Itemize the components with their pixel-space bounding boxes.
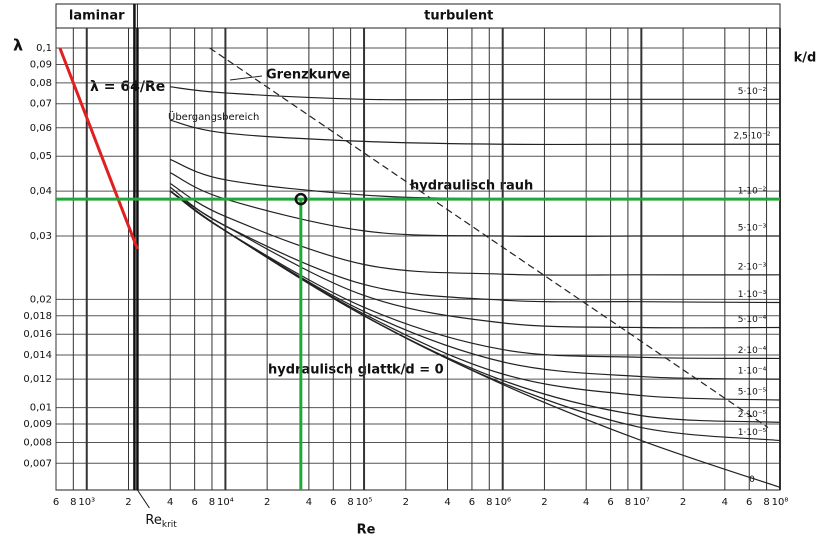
annotation: k/d = 0 <box>392 363 444 378</box>
regime-label: laminar <box>69 9 125 24</box>
critical-re-sub: krit <box>162 520 177 530</box>
x-tick-label: 4 <box>167 497 173 508</box>
curve-label: 0 <box>749 475 755 485</box>
y-tick-label: 0,012 <box>23 374 52 385</box>
x-tick-label: 6 <box>330 497 336 508</box>
curve-label: 2·10⁻⁵ <box>738 410 767 420</box>
curve <box>170 86 780 101</box>
y-tick-label: 0,008 <box>23 437 52 448</box>
curve-label: 1·10⁻⁴ <box>738 367 767 377</box>
x-tick-label: 2 <box>125 497 131 508</box>
x-tick-label: 6 <box>746 497 752 508</box>
x-tick-label: 8 <box>625 497 631 508</box>
annotation: Übergangsbereich <box>168 110 259 123</box>
y-tick-label: 0,018 <box>23 311 52 322</box>
y-tick-label: 0,09 <box>30 59 52 70</box>
x-tick-label: 8 <box>70 497 76 508</box>
critical-re-pointer <box>137 489 150 509</box>
curve-label: 5·10⁻² <box>738 87 767 97</box>
x-tick-label: 10³ <box>78 497 95 508</box>
x-tick-label: 4 <box>722 497 728 508</box>
y-tick-label: 0,01 <box>30 403 52 414</box>
curve <box>169 182 781 276</box>
x-tick-label: 6 <box>53 497 59 508</box>
right-axis-label: k/d <box>794 51 817 66</box>
regime-header <box>55 3 781 29</box>
y-tick-label: 0,06 <box>30 123 52 134</box>
curve <box>209 47 769 429</box>
x-tick-label: 2 <box>541 497 547 508</box>
x-tick-label: 4 <box>583 497 589 508</box>
x-tick-label: 6 <box>469 497 475 508</box>
y-tick-label: 0,07 <box>30 99 52 110</box>
x-tick-label: 10⁶ <box>494 497 511 508</box>
x-tick-label: 2 <box>264 497 270 508</box>
annotation: hydraulisch glatt <box>268 363 393 378</box>
y-tick-label: 0,1 <box>36 43 52 54</box>
x-tick-label: 10⁵ <box>356 497 373 508</box>
x-tick-label: 10⁸ <box>772 497 789 508</box>
curve <box>169 190 781 488</box>
curve-label: 1·10⁻² <box>738 187 767 197</box>
regime-label: turbulent <box>424 9 493 24</box>
y-tick-label: 0,05 <box>30 151 52 162</box>
curve-label: 5·10⁻⁵ <box>738 387 767 397</box>
x-axis-label: Re <box>357 523 376 538</box>
y-tick-label: 0,04 <box>30 186 52 197</box>
x-tick-label: 6 <box>607 497 613 508</box>
x-tick-label: 10⁷ <box>633 497 650 508</box>
y-tick-label: 0,014 <box>23 350 52 361</box>
y-tick-label: 0,016 <box>23 329 52 340</box>
y-tick-label: 0,08 <box>30 78 52 89</box>
curve-label: 2,5·10⁻² <box>734 132 771 142</box>
curve <box>169 190 781 329</box>
curve-label: Grenzkurve <box>266 68 351 83</box>
curve-label: 1·10⁻⁵ <box>738 428 767 438</box>
critical-re-text: Re <box>145 513 161 528</box>
x-tick-label: 2 <box>403 497 409 508</box>
curve <box>58 47 139 250</box>
x-tick-label: 8 <box>347 497 353 508</box>
curve-label: 2·10⁻⁴ <box>738 346 767 356</box>
y-tick-label: 0,02 <box>30 294 52 305</box>
curve-label: 5·10⁻⁴ <box>738 315 767 325</box>
x-tick-label: 8 <box>209 497 215 508</box>
x-tick-label: 10⁴ <box>217 497 234 508</box>
x-tick-label: 6 <box>191 497 197 508</box>
plot: 0,10,090,080,070,060,050,040,030,020,018… <box>23 4 788 530</box>
reference-point <box>294 192 308 206</box>
x-tick-label: 4 <box>444 497 450 508</box>
curve-label: 5·10⁻³ <box>738 224 767 234</box>
y-tick-label: 0,009 <box>23 419 52 430</box>
x-tick-label: 8 <box>486 497 492 508</box>
y-tick-label: 0,03 <box>30 231 52 242</box>
x-tick-label: 8 <box>763 497 769 508</box>
y-tick-label: 0,007 <box>23 458 52 469</box>
x-tick-label: 4 <box>306 497 312 508</box>
critical-re-label: Rekrit <box>145 513 177 530</box>
y-axis-label: λ <box>13 36 23 55</box>
annotation: λ = 64/Re <box>90 79 165 95</box>
pointer <box>229 75 263 81</box>
curve-label: 1·10⁻³ <box>738 290 767 300</box>
x-tick-label: 2 <box>680 497 686 508</box>
curve-label: 2·10⁻³ <box>738 262 767 272</box>
curve <box>170 119 780 146</box>
